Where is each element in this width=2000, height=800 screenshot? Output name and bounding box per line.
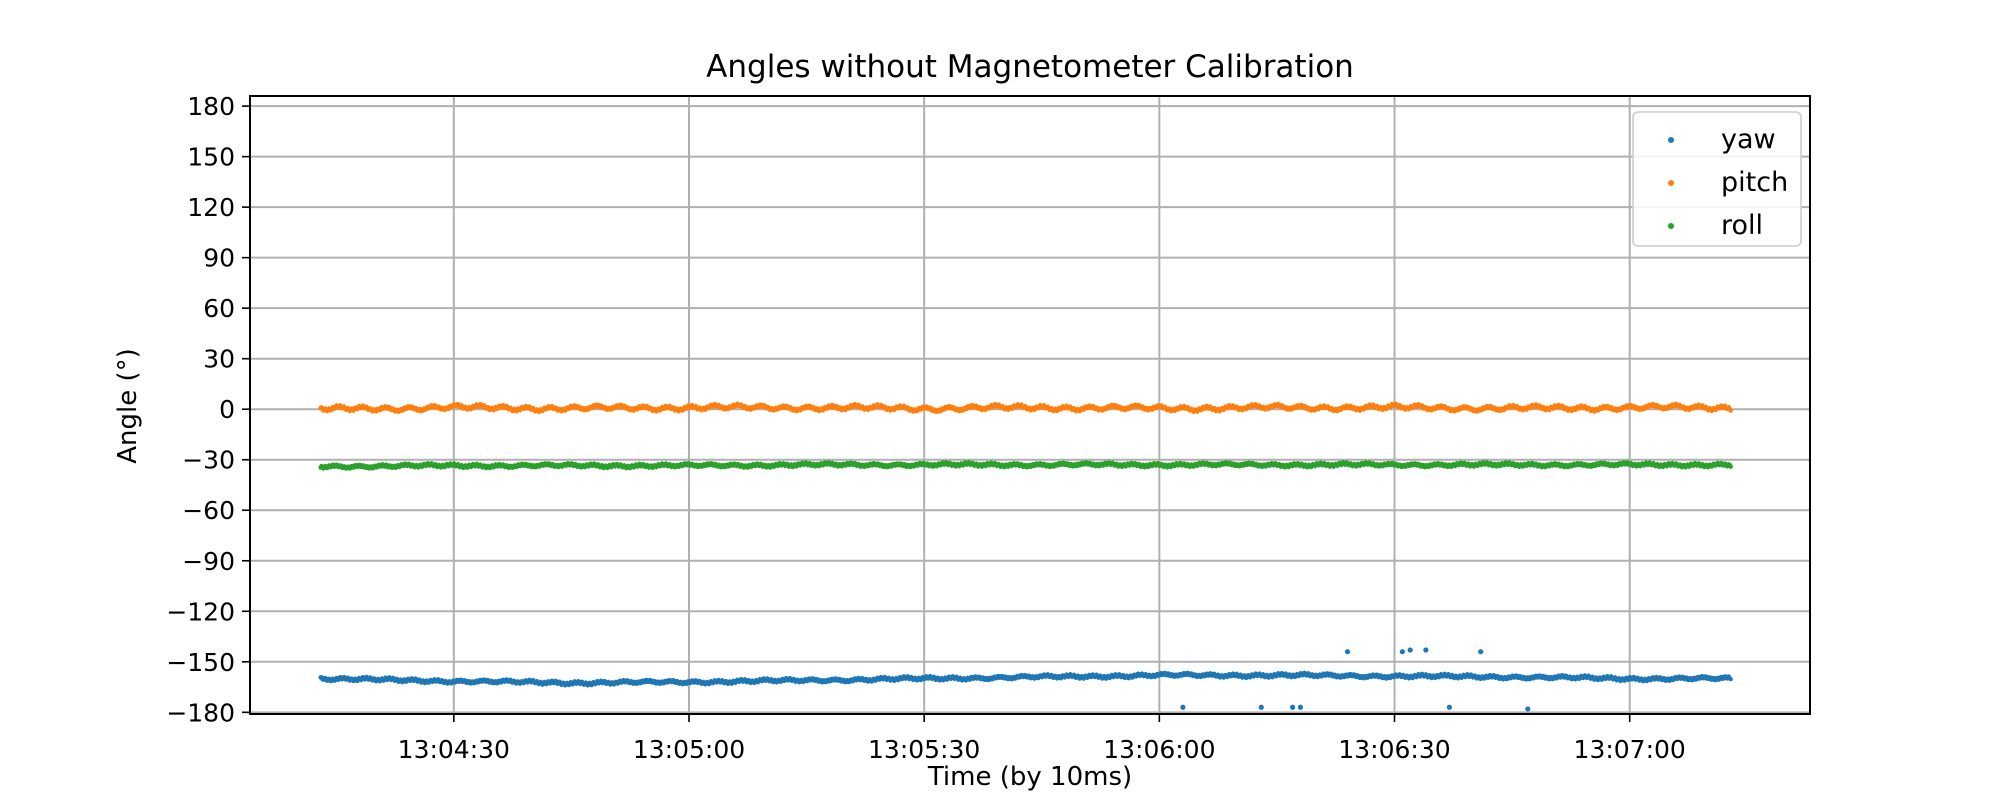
series-roll [318, 459, 1733, 471]
legend-label-pitch: pitch [1721, 167, 1788, 198]
y-tick-label: 150 [187, 143, 235, 172]
x-tick-label: 13:06:00 [1103, 735, 1215, 764]
yaw-outlier-point [1423, 647, 1429, 653]
yaw-outlier-point [1478, 649, 1484, 655]
yaw-outlier-point [1297, 704, 1304, 710]
plot-frame [249, 95, 1811, 715]
legend-marker-yaw [1668, 137, 1674, 143]
x-axis-label: Time (by 10ms) [927, 762, 1132, 792]
axis-ticks: 180 150 120 90 60 30 0 −30 −60 −90 −120 −150 −180 13:… [166, 92, 1686, 764]
y-tick-label: 180 [187, 92, 235, 121]
yaw-outlier-point [1399, 649, 1405, 655]
series-yaw [318, 647, 1733, 712]
y-tick-label: 90 [203, 244, 235, 273]
y-tick-label: −180 [166, 698, 235, 727]
y-tick-label: −90 [182, 547, 235, 576]
x-tick-label: 13:05:30 [868, 735, 980, 764]
yaw-outlier-point [1407, 647, 1413, 653]
y-tick-label: 120 [187, 193, 235, 222]
legend-marker-pitch [1668, 180, 1674, 186]
yaw-outlier-point [1525, 706, 1531, 712]
legend-marker-roll [1668, 223, 1674, 229]
yaw-outlier-point [1290, 704, 1296, 710]
data-points [318, 401, 1733, 712]
chart-title: Angles without Magnetometer Calibration [706, 49, 1354, 85]
legend: yaw pitch roll [1632, 111, 1802, 247]
yaw-outlier-point [1258, 704, 1264, 710]
y-tick-label: 30 [203, 345, 235, 374]
yaw-outlier-point [1344, 649, 1351, 655]
yaw-outlier-point [1180, 704, 1186, 710]
y-tick-label: −30 [182, 446, 235, 475]
series-pitch [318, 401, 1733, 415]
x-tick-label: 13:06:30 [1338, 735, 1450, 764]
yaw-point [1728, 676, 1733, 682]
yaw-outlier-point [1446, 704, 1452, 710]
x-tick-label: 13:07:00 [1574, 735, 1686, 764]
legend-box [1632, 111, 1802, 247]
x-tick-label: 13:04:30 [398, 735, 510, 764]
y-tick-label: 60 [203, 294, 235, 323]
y-tick-label: −120 [166, 597, 235, 626]
y-tick-label: −60 [182, 496, 235, 525]
pitch-point [1728, 408, 1733, 413]
legend-label-roll: roll [1721, 210, 1763, 241]
y-axis-label: Angle (°) [113, 348, 143, 464]
roll-point [1728, 464, 1733, 469]
x-tick-label: 13:05:00 [633, 735, 745, 764]
legend-label-yaw: yaw [1721, 124, 1776, 155]
y-tick-label: −150 [166, 648, 235, 677]
y-tick-label: 0 [219, 395, 235, 424]
